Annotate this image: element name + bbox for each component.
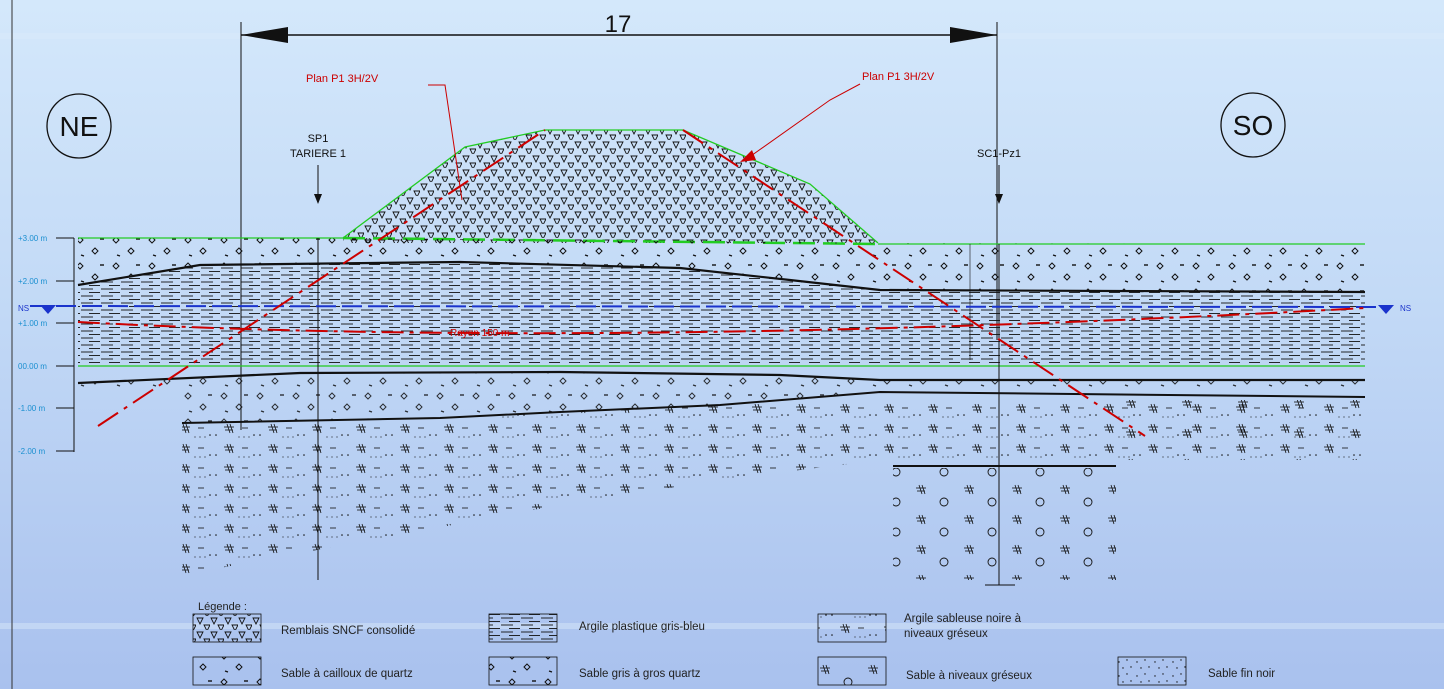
stratum-argile-plastique: [78, 262, 1365, 366]
legend-item-label: Argile sableuse noire à niveaux gréseux: [904, 613, 1021, 640]
stability-analysis: Rayon 150 m Plan P1 3H/2V Plan P1 3H/2V: [77, 71, 1366, 437]
orientation-so: SO: [1220, 92, 1286, 158]
elevation-tick-label: -1.00 m: [18, 404, 45, 413]
stratum-remblais: [343, 130, 878, 243]
legend: [192, 613, 1187, 686]
legend-swatch-sable-gris: [488, 656, 558, 686]
elevation-tick-label: -2.00 m: [18, 447, 45, 456]
stratum-sable-greseux: [893, 468, 1116, 580]
legend-item-label: Sable fin noir: [1208, 668, 1276, 680]
legend-swatch-argile-sableuse: [817, 613, 887, 643]
plan-right-label: Plan P1 3H/2V: [862, 71, 935, 83]
legend-item-label: Argile plastique gris-bleu: [579, 621, 705, 633]
borehole-sc1-name: SC1-Pz1: [977, 148, 1021, 160]
elevation-tick-label: +1.00 m: [18, 319, 47, 328]
dimension-label: 17: [605, 11, 632, 38]
plan-left-label: Plan P1 3H/2V: [306, 73, 379, 85]
legend-swatch-sable-greseux: [817, 656, 887, 686]
legend-swatch-remblais: [192, 613, 262, 643]
water-table: NS NS: [18, 304, 1411, 314]
rayon-label: Rayon 150 m: [450, 328, 509, 339]
stratum-argile-sableuse: [182, 400, 1365, 575]
elevation-tick-label: +2.00 m: [18, 277, 47, 286]
stratum-sable-cailloux: [78, 238, 1365, 292]
legend-item-label: Sable à niveaux gréseux: [906, 670, 1032, 682]
orientation-ne: NE: [46, 93, 112, 159]
borehole-sp1-sub: TARIERE 1: [290, 148, 346, 160]
orientation-so-label: SO: [1233, 110, 1273, 141]
borehole-sp1-name: SP1: [308, 133, 329, 145]
legend-item-label: Sable à cailloux de quartz: [281, 668, 413, 680]
legend-swatch-sable-cailloux: [192, 656, 262, 686]
elevation-axis: +3.00 m +2.00 m +1.00 m 00.00 m -1.00 m …: [18, 234, 75, 456]
stratum-sable-gris: [78, 372, 1365, 423]
legend-swatch-argile: [488, 613, 558, 643]
ns-right-label: NS: [1400, 304, 1411, 313]
legend-item-label: Sable gris à gros quartz: [579, 668, 701, 680]
dimension-line: 17: [240, 11, 998, 430]
elevation-tick-label: 00.00 m: [18, 362, 47, 371]
strata: [77, 129, 1366, 580]
legend-item-label: Remblais SNCF consolidé: [281, 625, 416, 637]
elevation-tick-label: +3.00 m: [18, 234, 47, 243]
borehole-sc1: SC1-Pz1: [969, 148, 1021, 586]
orientation-ne-label: NE: [60, 111, 99, 142]
ns-left-label: NS: [18, 304, 29, 313]
legend-swatch-sable-fin: [1117, 656, 1187, 686]
legend-title: Légende :: [198, 601, 247, 613]
borehole-sp1: SP1 TARIERE 1: [290, 133, 346, 580]
